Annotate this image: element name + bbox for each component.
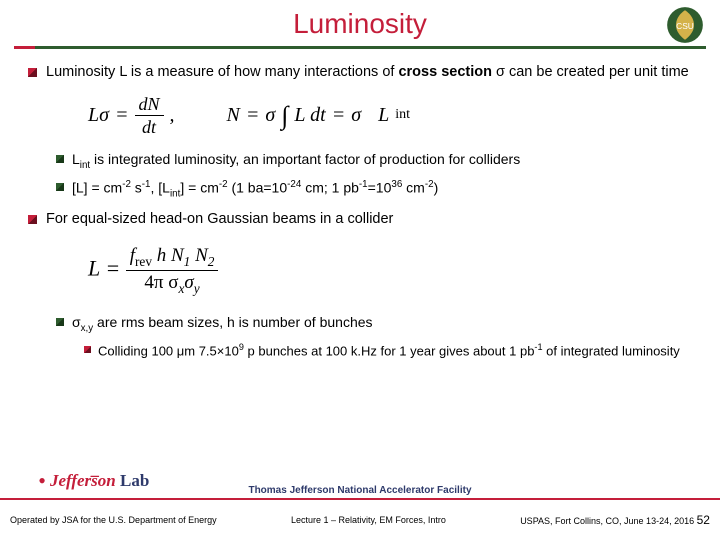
text: Luminosity L is a measure of how many in… — [46, 64, 398, 80]
t: Colliding 100 μm 7.5×10 — [98, 343, 239, 358]
page-number: 52 — [697, 513, 710, 527]
text: are rms beam sizes, h is number of bunch… — [93, 314, 372, 330]
s: -2 — [425, 179, 434, 190]
footer-right-text: USPAS, Fort Collins, CO, June 13-24, 201… — [520, 516, 694, 526]
numerator: frev h N1 N2 — [126, 246, 219, 271]
eq-sign: = — [105, 255, 125, 280]
slide-content: Luminosity L is a measure of how many in… — [0, 49, 720, 360]
t: (1 ba=10 — [228, 179, 288, 195]
svg-text:CSU: CSU — [676, 21, 694, 31]
bullet-rms: σx,y are rms beam sizes, h is number of … — [56, 313, 692, 335]
text: L — [72, 151, 80, 167]
sub: x,y — [81, 323, 94, 334]
equation-cross-section: Lσ = dN dt , N = σ ∫ L dt = σ Lint — [88, 95, 692, 136]
bullet-units: [L] = cm-2 s-1, [Lint] = cm-2 (1 ba=10-2… — [56, 178, 692, 201]
sigma: σ — [72, 314, 81, 330]
title-divider — [14, 46, 705, 49]
eq-sign: = — [246, 102, 260, 129]
t: cm; 1 pb — [301, 179, 359, 195]
slide-title: Luminosity — [0, 8, 720, 40]
s: -2 — [219, 179, 228, 190]
bullet-example: Colliding 100 μm 7.5×109 p bunches at 10… — [84, 341, 692, 360]
csu-logo-icon: CSU — [664, 4, 706, 46]
bullet-gaussian: For equal-sized head-on Gaussian beams i… — [28, 210, 692, 230]
text: is integrated luminosity, an important f… — [90, 151, 520, 167]
equation-collider-luminosity: L = frev h N1 N2 4π σxσy — [88, 246, 692, 295]
t: p bunches at 100 k.Hz for 1 year gives a… — [244, 343, 535, 358]
t: [L] = cm — [72, 179, 122, 195]
t: , [L — [151, 179, 170, 195]
s: -1 — [142, 179, 151, 190]
footer-center: Lecture 1 – Relativity, EM Forces, Intro — [291, 515, 446, 525]
footer-left: Operated by JSA for the U.S. Department … — [10, 515, 217, 525]
eq-n: N — [227, 102, 240, 129]
sub-int: int — [395, 106, 410, 125]
bullet-luminosity-def: Luminosity L is a measure of how many in… — [28, 63, 692, 83]
eq-sign: = — [332, 102, 346, 129]
fraction-dndt: dN dt — [135, 95, 164, 136]
denominator: 4π σxσy — [140, 271, 203, 295]
sub: int — [80, 159, 90, 170]
footer-bar: Operated by JSA for the U.S. Department … — [0, 498, 720, 540]
s: 36 — [391, 179, 402, 190]
integral-icon: ∫ — [281, 98, 288, 133]
text: For equal-sized head-on Gaussian beams i… — [46, 211, 393, 227]
t: of integrated luminosity — [543, 343, 680, 358]
s: -24 — [287, 179, 301, 190]
eq-lhs: Lσ — [88, 102, 109, 129]
t: ] = cm — [180, 179, 219, 195]
footer-facility: Thomas Jefferson National Accelerator Fa… — [0, 485, 720, 496]
s: -1 — [359, 179, 368, 190]
sigma: σ — [351, 102, 361, 129]
l: L — [378, 102, 389, 129]
t: s — [131, 179, 142, 195]
s: -1 — [534, 342, 542, 352]
bullet-lint: Lint is integrated luminosity, an import… — [56, 150, 692, 172]
text-bold: cross section — [398, 64, 492, 80]
t: cm — [402, 179, 425, 195]
ldt: L dt — [294, 102, 325, 129]
s: int — [170, 188, 180, 199]
denominator: dt — [138, 116, 160, 136]
s: -2 — [122, 179, 131, 190]
numerator: dN — [135, 95, 164, 116]
fraction-luminosity: frev h N1 N2 4π σxσy — [126, 246, 219, 295]
t: ) — [434, 179, 439, 195]
l: L — [88, 255, 100, 280]
comma: , — [170, 102, 175, 129]
sigma: σ — [265, 102, 275, 129]
eq-sign: = — [115, 102, 129, 129]
sigma-symbol: σ — [496, 64, 505, 80]
title-bar: Luminosity CSU — [0, 0, 720, 49]
footer-right: USPAS, Fort Collins, CO, June 13-24, 201… — [520, 513, 710, 527]
text: can be created per unit time — [505, 64, 689, 80]
t: =10 — [368, 179, 392, 195]
